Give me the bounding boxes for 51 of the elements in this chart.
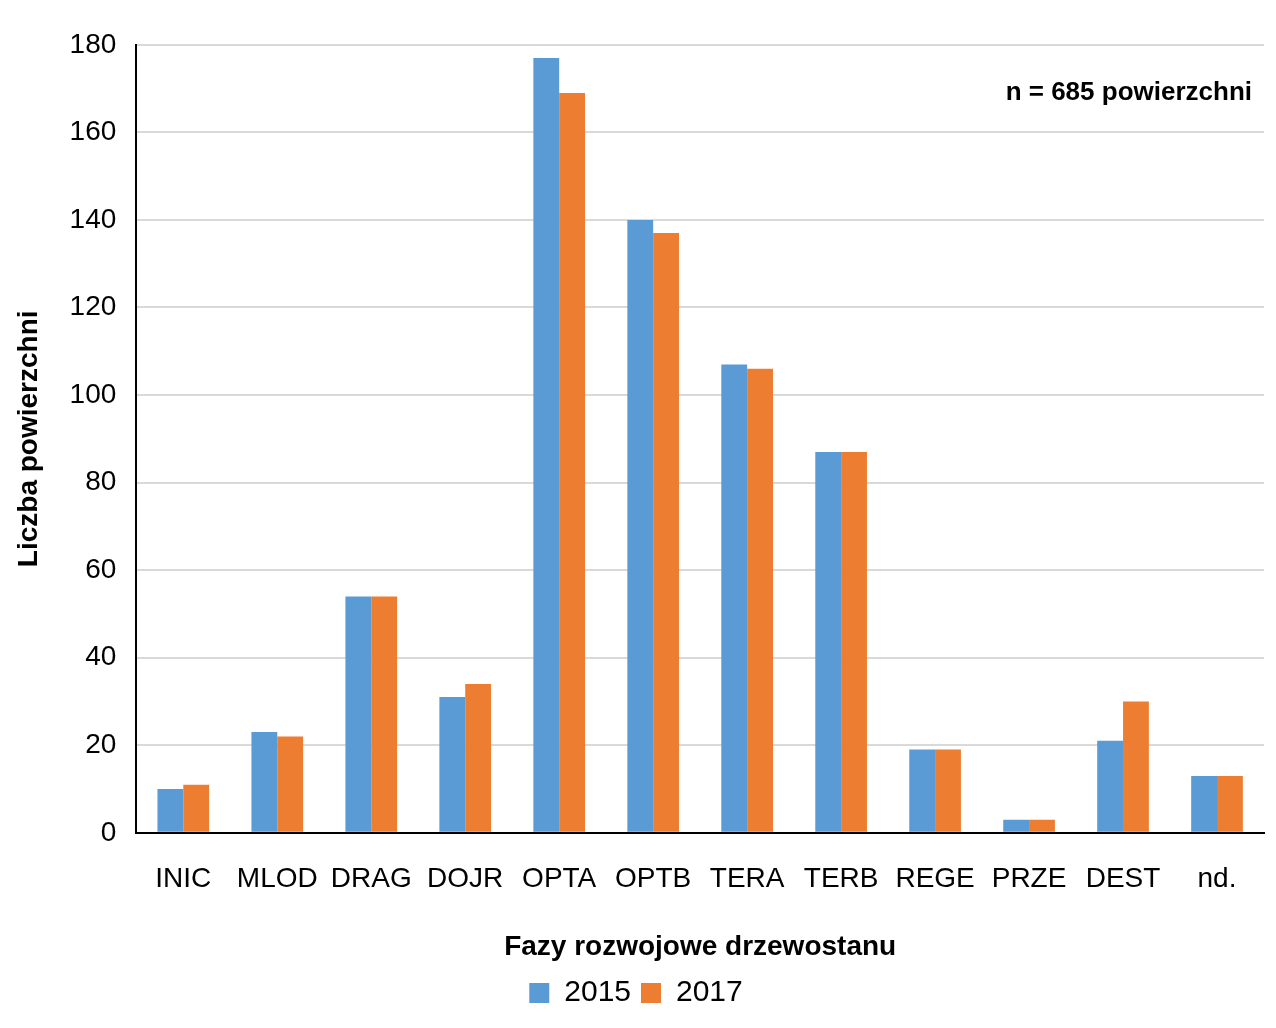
- bar: [1123, 701, 1149, 832]
- bar: [157, 789, 184, 832]
- bar: [653, 233, 680, 832]
- legend-label: 2015: [564, 974, 632, 1008]
- bar: [465, 683, 492, 832]
- y-tick-label: 100: [69, 377, 117, 409]
- x-tick-label: TERA: [709, 862, 785, 894]
- x-tick-label: OPTA: [522, 862, 597, 894]
- y-axis-title: Liczba powierzchni: [11, 310, 43, 568]
- x-tick-label: TERB: [803, 862, 879, 894]
- x-tick-label: nd.: [1197, 862, 1237, 894]
- y-tick-label: 140: [69, 202, 117, 234]
- legend-label: 2017: [676, 974, 743, 1008]
- x-tick-label: REGE: [895, 862, 975, 894]
- bar: [815, 451, 842, 832]
- bar: [909, 749, 936, 832]
- y-tick-label: 40: [85, 640, 117, 672]
- bar: [251, 732, 278, 832]
- bar: [371, 596, 398, 832]
- y-tick-label: 20: [85, 727, 117, 759]
- annotation: n = 685 powierzchni: [1005, 75, 1252, 106]
- bar: [183, 784, 210, 832]
- bar: [1003, 819, 1030, 832]
- bar: [1217, 775, 1243, 832]
- x-tick-label: PRZE: [991, 862, 1067, 894]
- y-tick-label: 120: [69, 290, 117, 322]
- x-tick-label: OPTB: [615, 862, 692, 894]
- x-tick-label: DOJR: [427, 862, 504, 894]
- bar: [1029, 819, 1055, 832]
- bar: [935, 749, 961, 832]
- bar: [841, 451, 867, 832]
- y-tick-label: 180: [69, 27, 117, 59]
- bar: [721, 364, 748, 832]
- bar: [345, 596, 372, 832]
- bar: [277, 736, 304, 832]
- bar: [439, 697, 466, 832]
- y-tick-label: 0: [100, 815, 117, 847]
- bar: [747, 368, 773, 832]
- y-tick-label: 80: [85, 465, 117, 497]
- bar: [1097, 740, 1124, 832]
- y-tick-label: 160: [69, 115, 117, 147]
- x-tick-label: DRAG: [330, 862, 412, 894]
- bar: [559, 92, 586, 832]
- bar: [1191, 775, 1218, 832]
- x-tick-label: MLOD: [236, 862, 318, 894]
- bar: [533, 57, 560, 832]
- x-tick-label: DEST: [1085, 862, 1161, 894]
- bar: [627, 219, 654, 832]
- y-tick-label: 60: [85, 552, 117, 584]
- x-tick-label: INIC: [155, 862, 212, 894]
- x-axis-title: Fazy rozwojowe drzewostanu: [504, 929, 897, 961]
